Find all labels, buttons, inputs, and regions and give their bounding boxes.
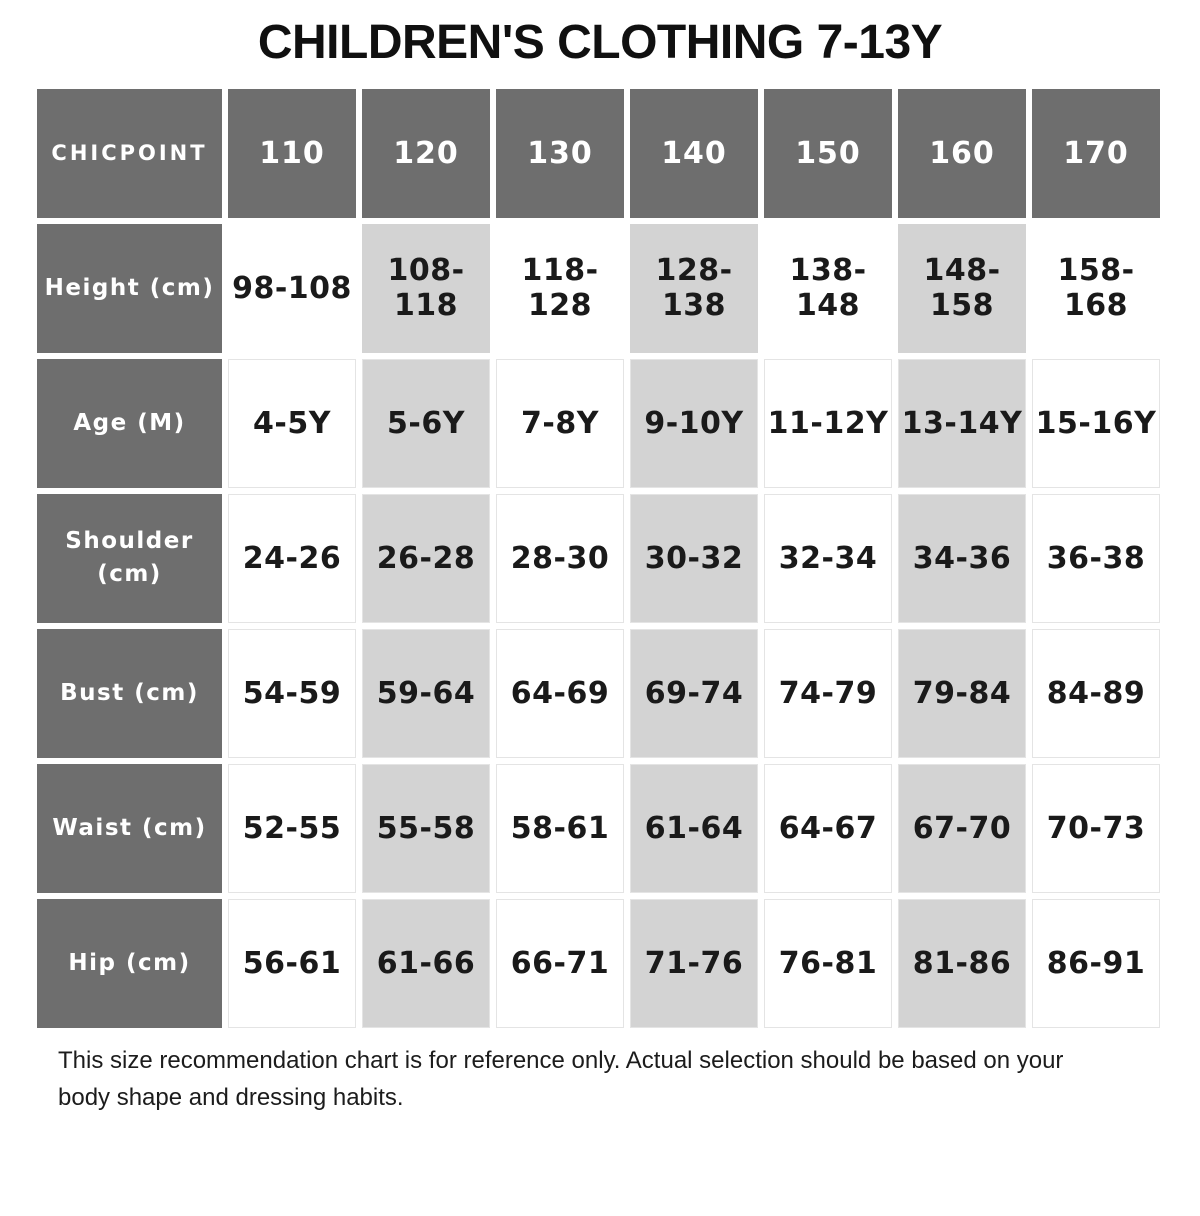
value-cell: 108-118 [362,223,490,353]
value-cell: 158-168 [1032,223,1160,353]
value-cell: 13-14Y [898,358,1026,488]
value-cell: 9-10Y [630,358,758,488]
value-cell: 76-81 [764,898,892,1028]
value-cell: 58-61 [496,763,624,893]
value-cell: 138-148 [764,223,892,353]
value-cell: 56-61 [228,898,356,1028]
table-row: Hip (cm) 56-61 61-66 66-71 71-76 76-81 81-86 86… [37,898,1160,1028]
size-chart-table: CHICPOINT 110 120 130 140 150 160 170 Height (c… [31,83,1166,1034]
footer-note: This size recommendation chart is for re… [0,1042,1200,1116]
value-cell: 67-70 [898,763,1026,893]
table-row: Height (cm) 98-108 108-118 118-128 128-138 13… [37,223,1160,353]
row-label-cell: Shoulder (cm) [37,493,222,623]
value-cell: 52-55 [228,763,356,893]
value-cell: 81-86 [898,898,1026,1028]
value-cell: 34-36 [898,493,1026,623]
value-cell: 70-73 [1032,763,1160,893]
size-header-row: CHICPOINT 110 120 130 140 150 160 170 [37,88,1160,218]
row-label-cell: Hip (cm) [37,898,222,1028]
value-cell: 5-6Y [362,358,490,488]
value-cell: 61-64 [630,763,758,893]
value-cell: 32-34 [764,493,892,623]
value-cell: 128-138 [630,223,758,353]
table-row: Shoulder (cm) 24-26 26-28 28-30 30-32 32-34 34… [37,493,1160,623]
value-cell: 15-16Y [1032,358,1160,488]
value-cell: 54-59 [228,628,356,758]
value-cell: 66-71 [496,898,624,1028]
table-row: Bust (cm) 54-59 59-64 64-69 69-74 74-79 79-84 8… [37,628,1160,758]
value-cell: 64-69 [496,628,624,758]
value-cell: 64-67 [764,763,892,893]
table-row: Age (M) 4-5Y 5-6Y 7-8Y 9-10Y 11-12Y 13-14Y 15-1… [37,358,1160,488]
value-cell: 28-30 [496,493,624,623]
value-cell: 36-38 [1032,493,1160,623]
row-label-cell: Height (cm) [37,223,222,353]
value-cell: 4-5Y [228,358,356,488]
footer-note-line1: This size recommendation chart is for re… [58,1046,1064,1074]
value-cell: 98-108 [228,223,356,353]
value-cell: 84-89 [1032,628,1160,758]
value-cell: 79-84 [898,628,1026,758]
size-header-cell-170: 170 [1032,88,1160,218]
value-cell: 7-8Y [496,358,624,488]
value-cell: 59-64 [362,628,490,758]
value-cell: 30-32 [630,493,758,623]
value-cell: 69-74 [630,628,758,758]
size-header-cell-160: 160 [898,88,1026,218]
value-cell: 71-76 [630,898,758,1028]
value-cell: 86-91 [1032,898,1160,1028]
value-cell: 118-128 [496,223,624,353]
value-cell: 24-26 [228,493,356,623]
row-label-cell: Waist (cm) [37,763,222,893]
value-cell: 11-12Y [764,358,892,488]
size-header-cell-150: 150 [764,88,892,218]
table-row: Waist (cm) 52-55 55-58 58-61 61-64 64-67 67-70… [37,763,1160,893]
value-cell: 61-66 [362,898,490,1028]
size-chart-body: Height (cm) 98-108 108-118 118-128 128-138 13… [37,223,1160,1028]
row-label-cell: Bust (cm) [37,628,222,758]
value-cell: 74-79 [764,628,892,758]
footer-note-line2: body shape and dressing habits. [58,1083,404,1111]
size-header-cell-120: 120 [362,88,490,218]
row-label-cell: Age (M) [37,358,222,488]
brand-corner-cell: CHICPOINT [37,88,222,218]
size-header-cell-130: 130 [496,88,624,218]
size-header-cell-110: 110 [228,88,356,218]
value-cell: 55-58 [362,763,490,893]
value-cell: 148-158 [898,223,1026,353]
page-title: CHILDREN'S CLOTHING 7-13Y [257,16,943,69]
value-cell: 26-28 [362,493,490,623]
size-header-cell-140: 140 [630,88,758,218]
